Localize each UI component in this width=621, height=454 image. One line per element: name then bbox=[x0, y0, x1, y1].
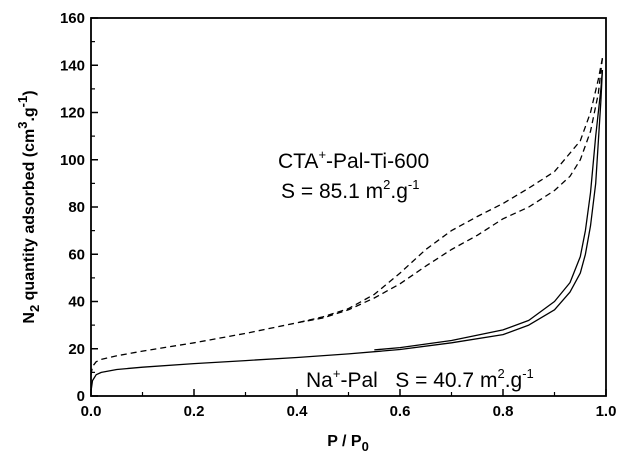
series-1-desorption-line bbox=[374, 69, 604, 351]
x-tick-label: 0.4 bbox=[287, 403, 309, 420]
annotation-na-pal: Na+-Pal S = 40.7 m2.g-1 bbox=[306, 366, 534, 392]
x-tick-label: 0.6 bbox=[390, 403, 411, 420]
x-tick-label: 0.2 bbox=[184, 403, 205, 420]
series-0-desorption-line bbox=[296, 58, 604, 324]
y-tick-label: 120 bbox=[60, 105, 85, 122]
y-tick-label: 80 bbox=[68, 199, 85, 216]
y-tick-label: 20 bbox=[68, 341, 85, 358]
x-tick-label: 1.0 bbox=[596, 403, 617, 420]
series-1-adsorption-line bbox=[90, 69, 604, 392]
annotation-cta-name: CTA+-Pal-Ti-600 bbox=[278, 147, 429, 173]
x-axis-title: P / P0 bbox=[327, 433, 369, 454]
y-tick-label: 40 bbox=[68, 294, 85, 311]
x-tick-label: 0.0 bbox=[81, 403, 102, 420]
axis-layer: 0.0 0.2 0.4 0.6 0.8 1.0 0 20 40 60 80 100 120 140 160 bbox=[60, 10, 616, 420]
annotation-cta-surface-area: S = 85.1 m2.g-1 bbox=[281, 177, 419, 203]
y-tick-label: 0 bbox=[77, 388, 85, 405]
y-axis-title: N2 quantity adsorbed (cm3.g-1) bbox=[15, 90, 42, 323]
y-tick-label: 100 bbox=[60, 152, 85, 169]
x-tick-label: 0.8 bbox=[493, 403, 514, 420]
y-tick-label: 160 bbox=[60, 10, 85, 27]
y-tick-label: 140 bbox=[60, 57, 85, 74]
series-0-adsorption-line bbox=[90, 58, 604, 375]
y-tick-label: 60 bbox=[68, 246, 85, 263]
series-layer bbox=[90, 58, 604, 392]
